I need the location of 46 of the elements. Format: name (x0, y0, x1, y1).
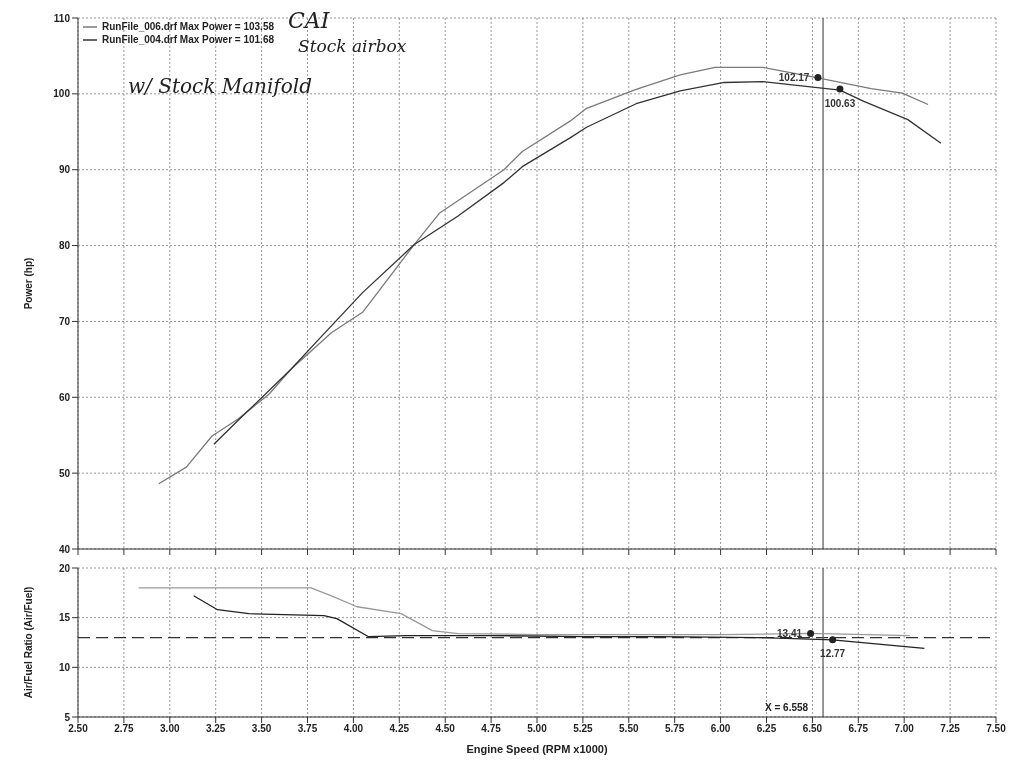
y-tick-label: 50 (58, 467, 71, 479)
y-tick-label: 70 (58, 315, 71, 327)
x-tick-label: 7.00 (894, 723, 915, 735)
x-tick-label: 5.00 (527, 723, 548, 735)
annotation: 102.17 (778, 71, 810, 83)
y-tick-label: 15 (58, 612, 71, 624)
x-tick-label: 4.25 (389, 723, 410, 735)
x-tick-label: 5.50 (619, 723, 639, 735)
x-tick-label: 3.50 (251, 723, 272, 735)
x-tick-label: 2.75 (114, 723, 135, 735)
annotation: w/ Stock Manifold (128, 74, 312, 98)
y-tick-label: 60 (58, 391, 71, 403)
y-tick-label: 5 (64, 711, 71, 723)
x-tick-label: 2.50 (68, 723, 89, 735)
legend-label: RunFile_006.drf Max Power = 103.58 (102, 20, 275, 33)
x-tick-label: 6.50 (802, 723, 823, 735)
y-tick-label: 20 (58, 562, 71, 574)
annotation: 13.41 (777, 628, 803, 640)
annotation: CAI (288, 8, 330, 33)
x-tick-label: 3.00 (160, 723, 180, 735)
y-axis-title: Air/Fuel Ratio (Air/Fuel) (22, 586, 34, 699)
x-tick-label: 4.75 (481, 723, 502, 735)
y-tick-label: 90 (58, 164, 71, 176)
y-tick-label: 110 (53, 12, 71, 24)
x-tick-label: 4.00 (343, 723, 364, 735)
y-tick-label: 100 (53, 88, 71, 100)
x-axis-title: Engine Speed (RPM x1000) (466, 743, 608, 755)
y-tick-label: 10 (58, 661, 71, 673)
legend-label: RunFile_004.drf Max Power = 101.68 (102, 33, 275, 46)
annotation: Stock airbox (298, 36, 407, 56)
x-tick-label: 5.25 (573, 723, 594, 735)
x-tick-label: 5.75 (664, 723, 685, 735)
x-tick-label: 7.50 (986, 723, 1007, 735)
annotation: 100.63 (824, 97, 856, 109)
x-tick-label: 6.75 (848, 723, 869, 735)
x-tick-label: 6.25 (756, 723, 777, 735)
x-tick-label: 7.25 (940, 723, 961, 735)
y-tick-label: 40 (58, 543, 71, 555)
ref-line-label: X = 6.558 (765, 702, 809, 713)
x-tick-label: 3.25 (205, 723, 226, 735)
x-tick-label: 3.75 (297, 723, 318, 735)
x-tick-label: 4.50 (435, 723, 456, 735)
x-tick-label: 6.00 (710, 723, 731, 735)
annotation: 12.77 (820, 648, 846, 660)
y-tick-label: 80 (58, 240, 71, 252)
y-axis-title: Power (hp) (22, 257, 34, 310)
